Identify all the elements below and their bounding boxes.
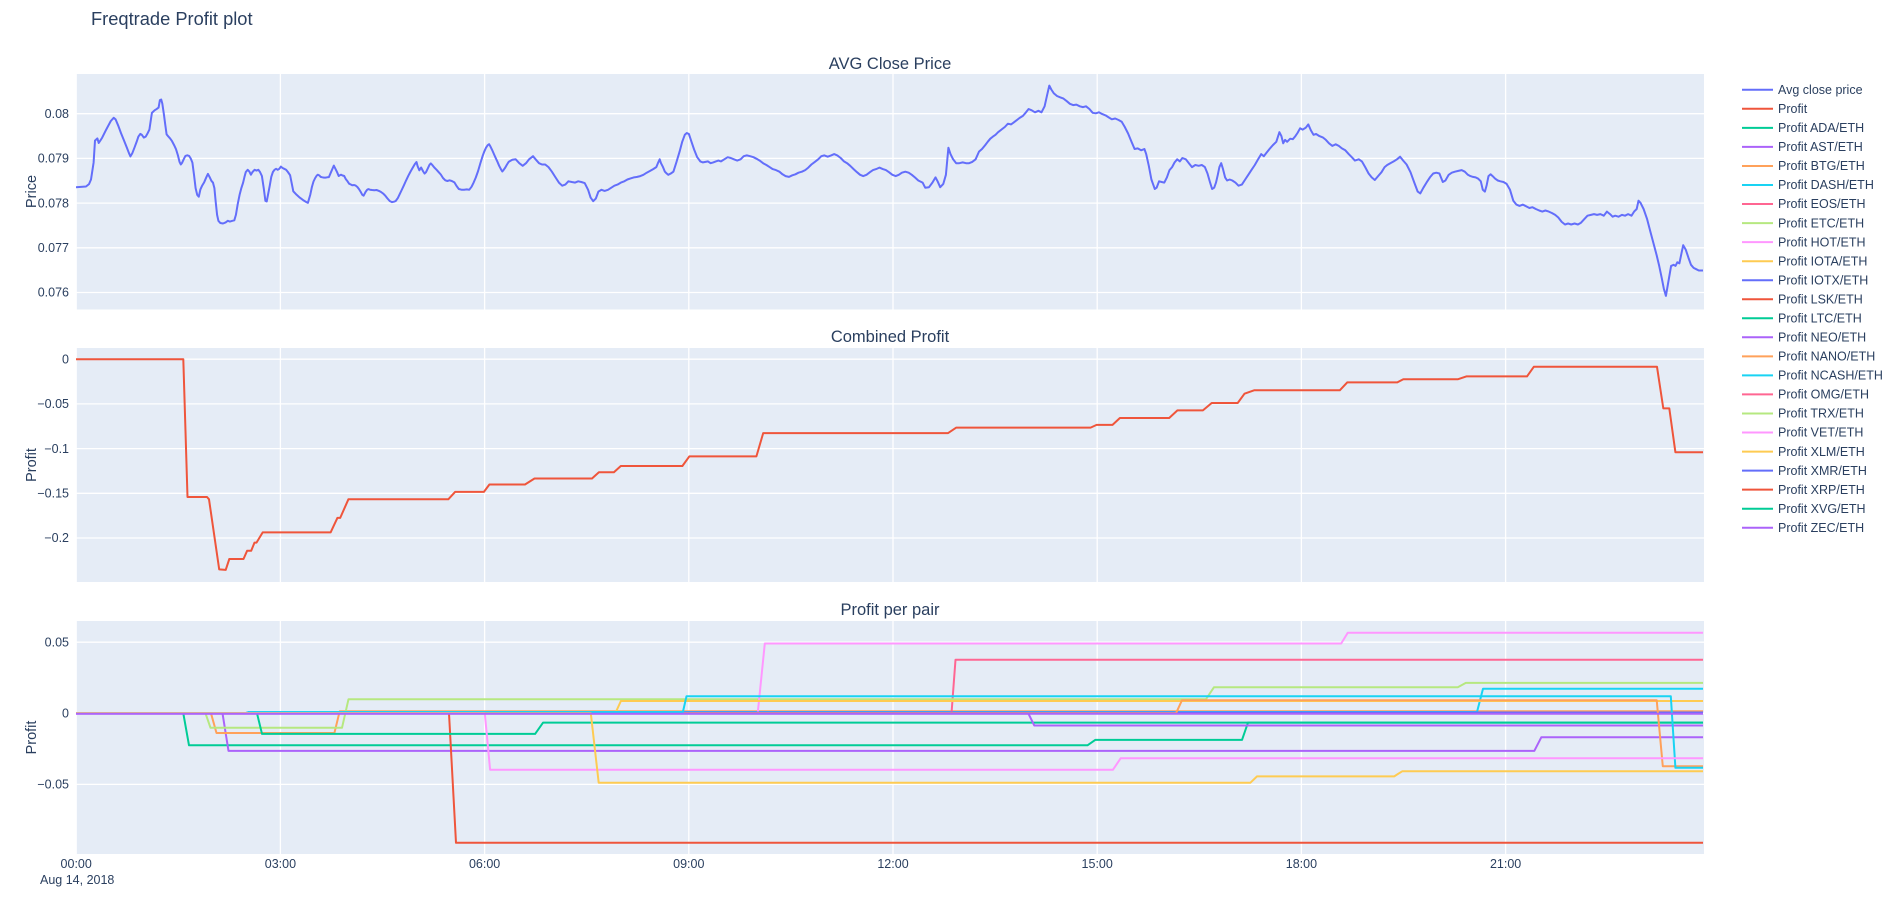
svg-text:Profit NCASH/ETH: Profit NCASH/ETH	[1778, 369, 1883, 383]
svg-text:06:00: 06:00	[469, 857, 500, 871]
svg-text:Profit AST/ETH: Profit AST/ETH	[1778, 140, 1863, 154]
svg-text:−0.05: −0.05	[37, 397, 69, 411]
svg-text:Profit LTC/ETH: Profit LTC/ETH	[1778, 312, 1862, 326]
svg-text:Profit DASH/ETH: Profit DASH/ETH	[1778, 178, 1874, 192]
svg-text:Profit BTG/ETH: Profit BTG/ETH	[1778, 159, 1865, 173]
svg-text:Profit ETC/ETH: Profit ETC/ETH	[1778, 216, 1864, 230]
svg-text:0.05: 0.05	[45, 635, 69, 649]
svg-text:Profit per pair: Profit per pair	[840, 601, 940, 619]
svg-text:09:00: 09:00	[673, 857, 704, 871]
svg-text:Profit NANO/ETH: Profit NANO/ETH	[1778, 350, 1875, 364]
svg-text:−0.15: −0.15	[37, 487, 69, 501]
svg-text:−0.1: −0.1	[44, 442, 69, 456]
svg-text:18:00: 18:00	[1286, 857, 1317, 871]
svg-text:0: 0	[62, 352, 69, 366]
svg-text:0.079: 0.079	[38, 152, 69, 166]
svg-text:0.077: 0.077	[38, 241, 69, 255]
svg-text:Aug 14, 2018: Aug 14, 2018	[40, 873, 114, 887]
svg-text:Profit VET/ETH: Profit VET/ETH	[1778, 426, 1863, 440]
svg-text:21:00: 21:00	[1490, 857, 1521, 871]
svg-text:Profit ZEC/ETH: Profit ZEC/ETH	[1778, 521, 1864, 535]
svg-text:15:00: 15:00	[1082, 857, 1113, 871]
svg-text:Profit HOT/ETH: Profit HOT/ETH	[1778, 235, 1866, 249]
svg-text:0.08: 0.08	[45, 107, 69, 121]
svg-text:−0.05: −0.05	[37, 778, 69, 792]
svg-text:Freqtrade Profit plot: Freqtrade Profit plot	[91, 8, 253, 29]
svg-text:0: 0	[62, 707, 69, 721]
svg-text:0.078: 0.078	[38, 196, 69, 210]
svg-text:Combined Profit: Combined Profit	[831, 328, 950, 346]
svg-text:Profit IOTX/ETH: Profit IOTX/ETH	[1778, 273, 1868, 287]
svg-text:03:00: 03:00	[265, 857, 296, 871]
svg-text:12:00: 12:00	[877, 857, 908, 871]
svg-text:Profit OMG/ETH: Profit OMG/ETH	[1778, 388, 1869, 402]
svg-text:Profit EOS/ETH: Profit EOS/ETH	[1778, 197, 1866, 211]
svg-text:Price: Price	[24, 175, 40, 208]
svg-text:Profit XMR/ETH: Profit XMR/ETH	[1778, 464, 1867, 478]
svg-text:Profit: Profit	[24, 448, 40, 482]
svg-text:0.076: 0.076	[38, 286, 69, 300]
svg-text:−0.2: −0.2	[44, 531, 69, 545]
svg-text:Profit LSK/ETH: Profit LSK/ETH	[1778, 292, 1863, 306]
svg-text:Profit: Profit	[24, 721, 40, 755]
svg-text:Profit NEO/ETH: Profit NEO/ETH	[1778, 331, 1866, 345]
svg-text:AVG Close Price: AVG Close Price	[829, 55, 952, 73]
svg-text:Profit ADA/ETH: Profit ADA/ETH	[1778, 121, 1864, 135]
svg-text:Profit XLM/ETH: Profit XLM/ETH	[1778, 445, 1865, 459]
svg-text:Profit XVG/ETH: Profit XVG/ETH	[1778, 502, 1866, 516]
svg-text:Profit: Profit	[1778, 102, 1808, 116]
svg-text:Profit TRX/ETH: Profit TRX/ETH	[1778, 407, 1864, 421]
svg-text:Profit XRP/ETH: Profit XRP/ETH	[1778, 483, 1865, 497]
svg-text:Avg close price: Avg close price	[1778, 83, 1863, 97]
svg-text:00:00: 00:00	[61, 857, 92, 871]
svg-text:Profit IOTA/ETH: Profit IOTA/ETH	[1778, 254, 1867, 268]
